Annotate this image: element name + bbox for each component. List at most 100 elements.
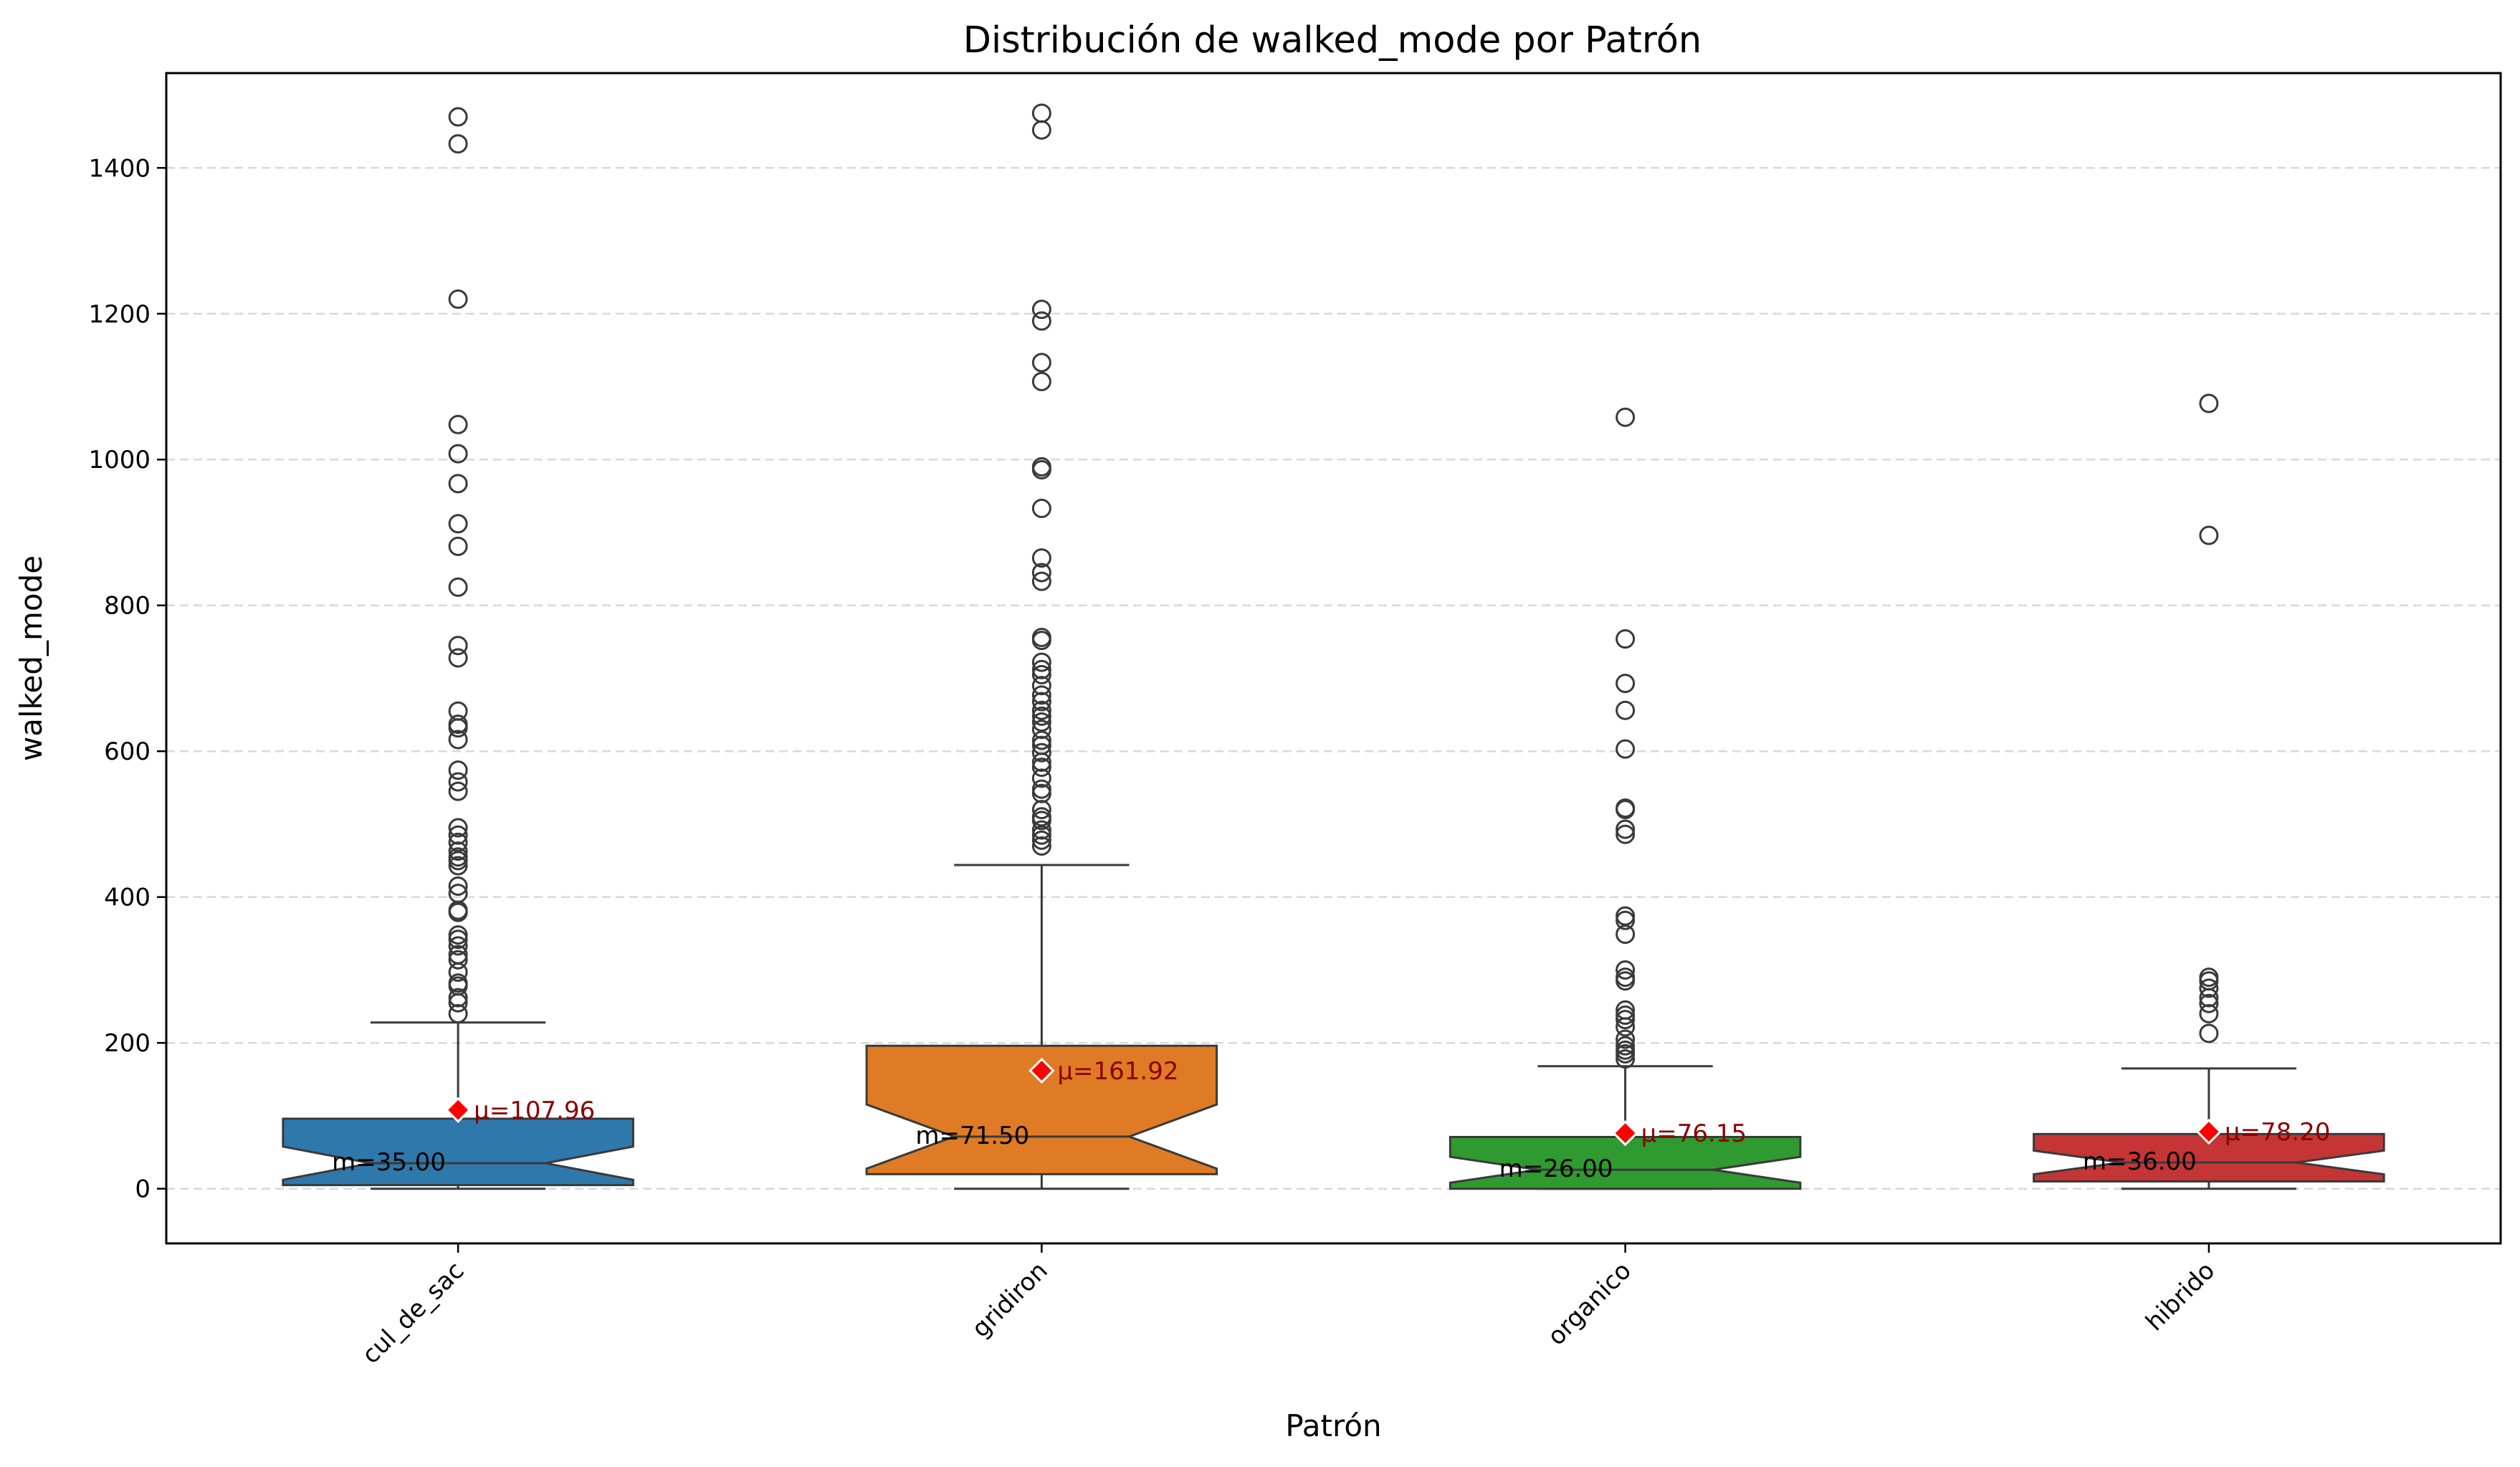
outlier-point	[1031, 659, 1051, 679]
outlier-point	[1031, 836, 1051, 856]
outlier-point	[448, 648, 468, 668]
outlier-point	[448, 718, 468, 738]
outlier-point	[1031, 720, 1051, 740]
outlier-point	[448, 851, 468, 871]
outlier-point	[1031, 685, 1051, 705]
outlier-point	[2199, 988, 2219, 1008]
outlier-point	[1615, 407, 1636, 427]
outlier-point	[1031, 676, 1051, 696]
outlier-point	[1031, 571, 1051, 591]
outlier-point	[1615, 1010, 1636, 1030]
outlier-point	[448, 577, 468, 597]
outlier-point	[448, 950, 468, 970]
outlier-point	[1031, 706, 1051, 726]
box-organico	[1448, 1135, 1802, 1190]
outlier-point	[2199, 1023, 2219, 1043]
mean-label: μ=107.96	[474, 1096, 595, 1125]
median-label: m=71.50	[915, 1122, 1029, 1150]
y-axis-title: walked_mode	[14, 555, 49, 761]
outlier-point	[448, 107, 468, 127]
outlier-point	[1615, 700, 1636, 720]
box-group-gridiron: μ=161.92 m=71.50	[865, 103, 1218, 1190]
outlier-point	[1615, 819, 1636, 839]
outlier-point	[448, 962, 468, 983]
box-hibrido	[2033, 1132, 2385, 1183]
outlier-point	[448, 444, 468, 464]
outlier-point	[448, 730, 468, 750]
outlier-point	[448, 993, 468, 1013]
outlier-point	[1615, 1029, 1636, 1049]
outlier-point	[448, 772, 468, 792]
outlier-point	[1031, 631, 1051, 651]
outlier-point	[448, 760, 468, 780]
outlier-point	[1031, 752, 1051, 772]
outlier-point	[1031, 498, 1051, 518]
mean-label: μ=161.92	[1057, 1057, 1178, 1086]
outlier-point	[1031, 783, 1051, 803]
outlier-point	[1031, 563, 1051, 583]
outlier-point	[1031, 811, 1051, 831]
outlier-point	[448, 825, 468, 845]
outlier-point	[1031, 652, 1051, 672]
y-tick-label: 200	[104, 1029, 151, 1058]
outlier-point	[448, 414, 468, 434]
outlier-point	[448, 781, 468, 801]
box-plots: μ=107.96 m=35.00 μ=161.92 m=71.50 μ=76.15 m=2…	[282, 103, 2385, 1190]
median-label: m=36.00	[2083, 1147, 2197, 1176]
y-tick-label: 600	[104, 737, 151, 766]
box-cul_de_sac	[282, 1117, 634, 1187]
y-tick-label: 400	[104, 884, 151, 912]
y-tick-label: 0	[135, 1175, 151, 1204]
gridlines	[166, 167, 2501, 1190]
outlier-point	[1615, 739, 1636, 759]
outlier-point	[448, 134, 468, 154]
y-axis: 0 200 400 600 800 1000 1200 1400	[88, 154, 166, 1204]
box-group-hibrido: μ=78.20 m=36.00	[2033, 393, 2385, 1190]
outlier-point	[1031, 311, 1051, 331]
outlier-point	[2199, 978, 2219, 998]
outlier-point	[1031, 825, 1051, 845]
mean-marker	[1612, 1120, 1638, 1147]
outlier-point	[1615, 629, 1636, 649]
outlier-point	[1031, 371, 1051, 391]
outlier-point	[448, 876, 468, 896]
outlier-point	[1031, 692, 1051, 712]
outlier-point	[1031, 459, 1051, 479]
box-group-cul_de_sac: μ=107.96 m=35.00	[282, 107, 634, 1190]
outlier-point	[1031, 830, 1051, 850]
outlier-point	[448, 289, 468, 309]
outlier-point	[1615, 924, 1636, 945]
box-gridiron	[865, 1044, 1218, 1175]
outlier-point	[2199, 525, 2219, 545]
outlier-point	[448, 930, 468, 950]
y-tick-label: 800	[104, 592, 151, 621]
outlier-point	[448, 1004, 468, 1024]
outlier-point	[448, 856, 468, 876]
outlier-point	[448, 514, 468, 534]
outlier-point	[1031, 300, 1051, 320]
mean-marker	[2195, 1119, 2222, 1145]
outlier-point	[1615, 910, 1636, 930]
outlier-point	[1031, 700, 1051, 720]
outlier-point	[1615, 800, 1636, 820]
outlier-point	[2199, 993, 2219, 1013]
mean-label: μ=76.15	[1641, 1119, 1747, 1148]
outlier-point	[1031, 120, 1051, 140]
outlier-point	[1031, 820, 1051, 840]
outlier-point	[1615, 1043, 1636, 1064]
outlier-point	[1615, 1017, 1636, 1037]
median-label: m=35.00	[332, 1148, 446, 1177]
plot-frame	[165, 72, 2502, 1245]
outlier-point	[1615, 960, 1636, 980]
outlier-point	[2199, 1004, 2219, 1024]
y-tick-label: 1400	[88, 154, 151, 183]
chart-title: Distribución de walked_mode por Patrón	[963, 19, 1702, 62]
outlier-point	[1031, 768, 1051, 788]
mean-label: μ=78.20	[2225, 1118, 2330, 1147]
mean-marker	[1028, 1057, 1055, 1084]
median-label: m=26.00	[1499, 1155, 1613, 1183]
outlier-point	[1615, 674, 1636, 694]
y-tick-label: 1000	[88, 446, 151, 474]
outlier-point	[1031, 664, 1051, 684]
